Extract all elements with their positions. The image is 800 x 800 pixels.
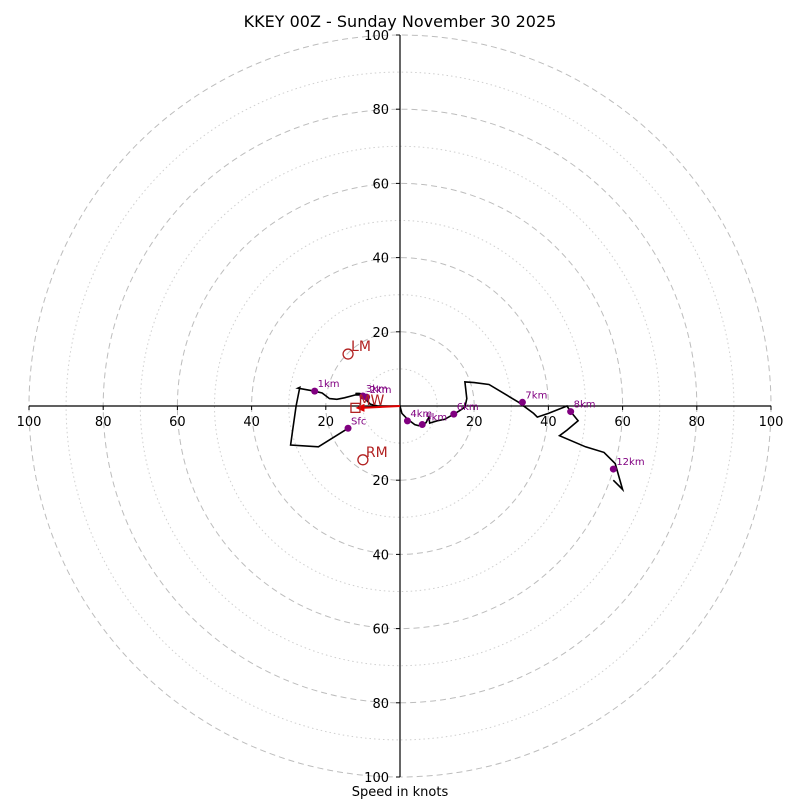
mean-wind-marker [350,402,361,414]
x-tick-label: 40 [540,415,557,430]
x-tick-label: 80 [689,415,706,430]
y-tick-label: 40 [372,548,389,563]
y-tick-label: 60 [372,623,389,638]
x-tick-label: 20 [318,415,335,430]
km-marker-Sfc [344,424,352,432]
y-tick-label: 100 [364,771,389,786]
y-tick-label: 100 [364,29,389,44]
left-mover-marker [342,348,354,360]
hodograph-trace [289,381,625,493]
x-tick-label: 60 [169,415,186,430]
km-marker-label: 3km [366,384,388,395]
x-tick-label: 20 [466,415,483,430]
km-marker-label: Sfc [351,416,366,427]
y-tick-label: 80 [372,697,389,712]
y-tick-label: 60 [372,177,389,192]
km-marker-7km [518,398,526,406]
x-axis-label: Speed in knots [352,785,449,800]
x-tick-label: 60 [614,415,631,430]
km-marker-5km [418,421,426,429]
y-tick-label: 40 [372,252,389,267]
y-tick-label: 20 [372,326,389,341]
y-tick-label: 20 [372,474,389,489]
km-marker-3km [359,392,367,400]
x-tick-label: 80 [95,415,112,430]
x-tick-label: 100 [17,415,42,430]
km-marker-label: 8km [574,400,596,411]
y-tick-label: 80 [372,103,389,118]
km-marker-label: 1km [318,379,340,390]
shear-vector [361,405,401,409]
axis-ticks: 100 80 60 40 20 20 40 60 80 100 100 80 60 40 20 20 40 60 8… [17,29,784,786]
storm-motion-label: LM [351,339,371,355]
storm-motion-label: RM [366,445,388,461]
km-marker-4km [403,417,411,425]
storm-motion-label: MW [358,393,384,409]
km-marker-label: 4km [410,409,432,420]
chart-title: KKEY 00Z - Sunday November 30 2025 [244,12,557,31]
x-tick-label: 40 [243,415,260,430]
km-marker-label: 12km [616,457,644,468]
right-mover-marker [357,454,369,466]
storm-motions: LM RM MW [342,339,388,466]
km-marker-label: 6km [457,402,479,413]
km-marker-label: 5km [425,413,447,424]
km-marker-12km [609,465,617,473]
km-marker-label: 2km [370,385,392,396]
km-marker-1km [311,387,319,395]
km-marker-label: 7km [525,390,547,401]
x-tick-label: 100 [759,415,784,430]
km-marker-6km [450,410,458,418]
km-marker-8km [567,408,575,416]
